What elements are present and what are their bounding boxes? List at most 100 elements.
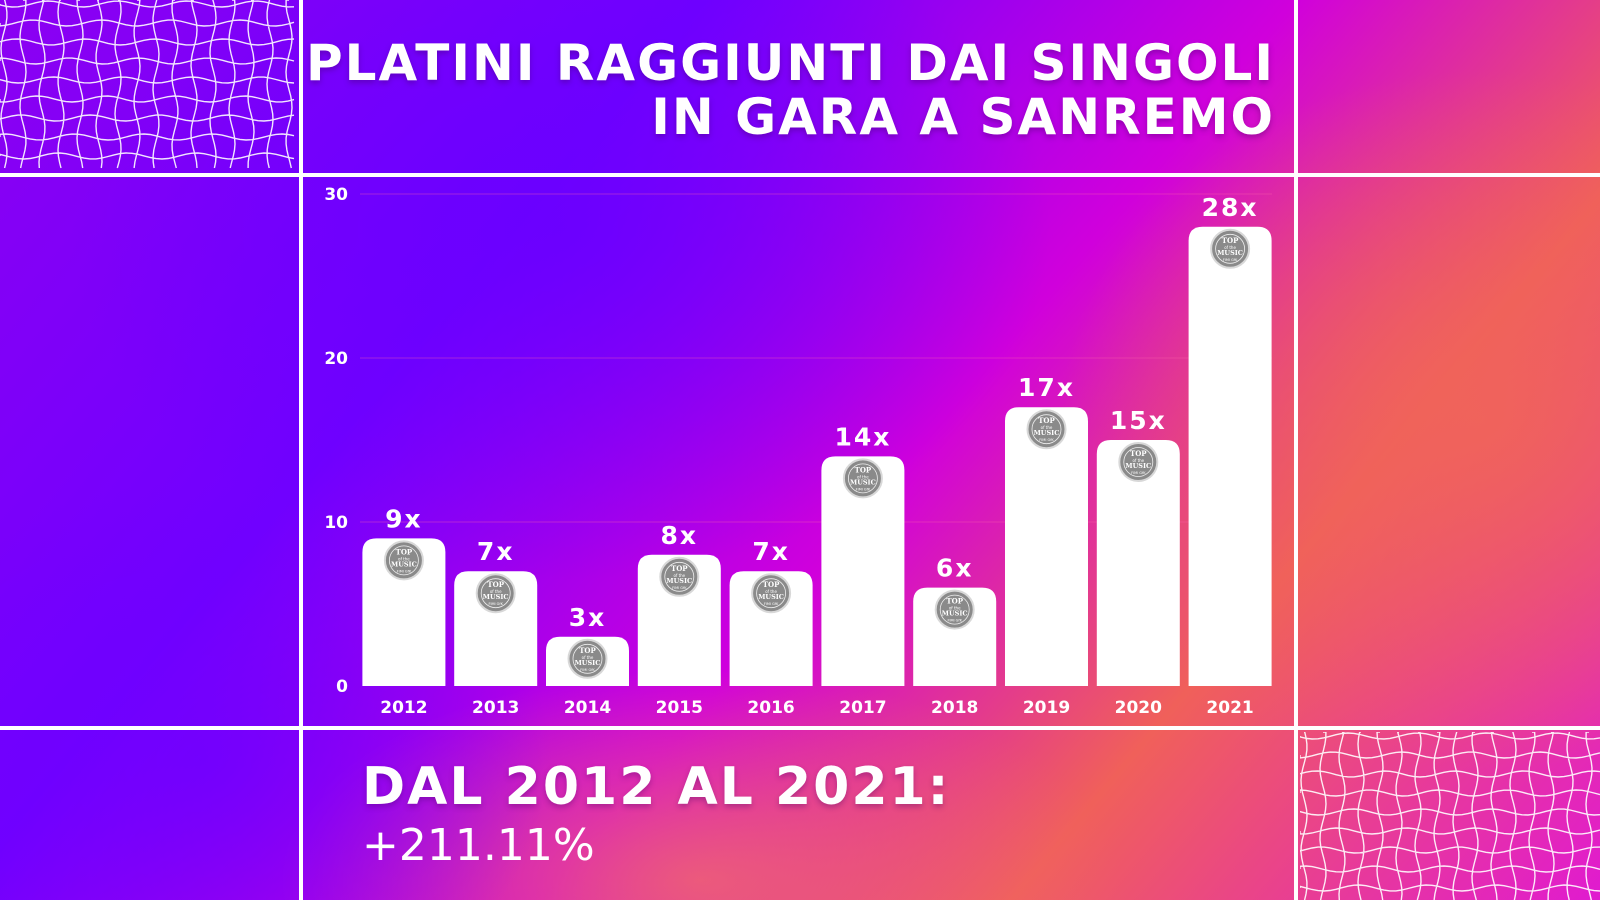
data-label: 3x [569, 603, 607, 632]
svg-text:MUSIC: MUSIC [1125, 462, 1151, 470]
x-tick-label: 2016 [747, 698, 794, 718]
data-label: 15x [1110, 406, 1167, 435]
svg-text:of the: of the [398, 556, 410, 561]
svg-text:TOP: TOP [946, 597, 963, 606]
x-tick-label: 2018 [931, 698, 978, 718]
wavy-grid-lines [0, 0, 295, 169]
svg-text:TOP: TOP [763, 580, 780, 589]
svg-text:MUSIC: MUSIC [1217, 249, 1243, 257]
wavy-grid-lines [1300, 732, 1600, 900]
svg-text:MUSIC: MUSIC [575, 659, 601, 667]
data-label: 7x [477, 537, 515, 566]
svg-text:MUSIC: MUSIC [942, 610, 968, 618]
svg-text:of the: of the [490, 589, 502, 594]
summary-headline: DAL 2012 AL 2021: [362, 757, 951, 817]
y-tick-label: 20 [324, 349, 348, 369]
svg-text:FIMI GfK: FIMI GfK [1223, 258, 1238, 262]
summary-footer: DAL 2012 AL 2021: +211.11% [362, 758, 950, 876]
bar [821, 456, 905, 686]
svg-text:FIMI GfK: FIMI GfK [672, 586, 687, 590]
svg-text:FIMI GfK: FIMI GfK [397, 569, 412, 573]
svg-text:of the: of the [765, 589, 777, 594]
divider-vertical-left [299, 0, 303, 900]
x-tick-label: 2014 [564, 698, 611, 718]
svg-text:TOP: TOP [671, 564, 688, 573]
svg-text:FIMI GfK: FIMI GfK [1131, 471, 1146, 475]
divider-horizontal-top [0, 173, 1600, 177]
y-tick-label: 30 [324, 185, 348, 205]
svg-text:of the: of the [1132, 458, 1144, 463]
x-tick-label: 2017 [839, 698, 886, 718]
x-tick-label: 2013 [472, 698, 519, 718]
bar [362, 538, 446, 686]
x-tick-label: 2021 [1206, 698, 1253, 718]
svg-text:TOP: TOP [396, 547, 413, 556]
x-tick-label: 2012 [380, 698, 427, 718]
x-tick-label: 2020 [1115, 698, 1162, 718]
x-tick-label: 2019 [1023, 698, 1070, 718]
summary-growth-value: +211.11% [362, 820, 595, 871]
bar [1005, 407, 1088, 686]
svg-text:of the: of the [673, 573, 685, 578]
y-tick-label: 10 [324, 513, 348, 533]
svg-text:of the: of the [857, 474, 869, 479]
bar [454, 571, 538, 686]
svg-text:TOP: TOP [1222, 236, 1239, 245]
svg-text:MUSIC: MUSIC [758, 593, 784, 601]
bar [913, 587, 997, 686]
chart-title: PLATINI RAGGIUNTI DAI SINGOLI IN GARA A … [306, 36, 1275, 144]
chart-title-line-2: IN GARA A SANREMO [651, 88, 1275, 146]
svg-text:of the: of the [1224, 245, 1236, 250]
svg-text:FIMI GfK: FIMI GfK [580, 668, 595, 672]
bar [1096, 440, 1180, 686]
bar [637, 554, 721, 686]
svg-text:FIMI GfK: FIMI GfK [1039, 438, 1054, 442]
svg-text:TOP: TOP [487, 580, 504, 589]
svg-text:of the: of the [949, 606, 961, 611]
svg-text:FIMI GfK: FIMI GfK [764, 602, 779, 606]
svg-text:FIMI GfK: FIMI GfK [947, 619, 962, 623]
svg-text:MUSIC: MUSIC [483, 593, 509, 601]
svg-text:MUSIC: MUSIC [1034, 429, 1060, 437]
data-label: 9x [385, 504, 423, 533]
divider-vertical-right [1294, 0, 1298, 900]
data-label: 28x [1202, 193, 1259, 222]
data-label: 8x [661, 521, 699, 550]
svg-text:MUSIC: MUSIC [666, 577, 692, 585]
wavy-grid-texture-bottom-right [1300, 732, 1600, 900]
data-label: 14x [834, 422, 891, 451]
svg-text:TOP: TOP [855, 465, 872, 474]
svg-text:MUSIC: MUSIC [391, 560, 417, 568]
svg-text:TOP: TOP [579, 646, 596, 655]
data-label: 17x [1018, 373, 1075, 402]
wavy-grid-texture-top-left [0, 0, 295, 169]
divider-horizontal-bottom [0, 726, 1600, 730]
data-label: 6x [936, 554, 974, 583]
svg-text:FIMI GfK: FIMI GfK [488, 602, 503, 606]
y-tick-label: 0 [336, 677, 348, 697]
svg-text:TOP: TOP [1038, 416, 1055, 425]
svg-text:FIMI GfK: FIMI GfK [856, 487, 871, 491]
x-tick-label: 2015 [656, 698, 703, 718]
svg-text:TOP: TOP [1130, 449, 1147, 458]
data-label: 7x [752, 537, 790, 566]
